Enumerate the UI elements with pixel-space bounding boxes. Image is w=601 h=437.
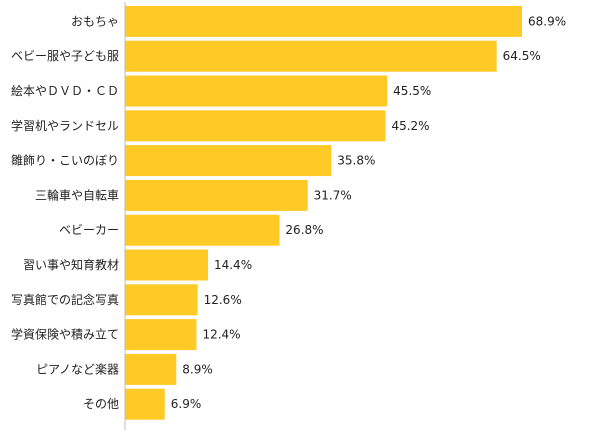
category-label: ピアノなど楽器 (36, 362, 119, 376)
category-label: 学資保険や積み立て (11, 327, 119, 342)
bar (125, 179, 308, 211)
bar (125, 388, 165, 420)
bar (125, 40, 497, 72)
value-label: 26.8% (285, 223, 323, 237)
bar (125, 284, 198, 316)
bar (125, 353, 177, 385)
category-label: 習い事や知育教材 (23, 257, 119, 272)
bar (125, 110, 386, 142)
value-label: 45.5% (393, 84, 431, 98)
category-label: ベビー服や子ども服 (11, 49, 119, 63)
bar (125, 319, 197, 351)
value-label: 12.4% (202, 328, 240, 342)
value-label: 6.9% (171, 397, 202, 411)
bars-layer (125, 5, 523, 420)
value-label: 14.4% (214, 258, 252, 272)
category-label: 絵本やＤＶＤ・ＣＤ (11, 83, 119, 98)
value-label: 45.2% (391, 119, 429, 133)
category-label: 学習机やランドセル (11, 118, 119, 133)
category-label: その他 (83, 397, 119, 411)
category-label: 雛飾り・こいのぼり (11, 153, 119, 168)
bar (125, 145, 332, 177)
category-label: ベビーカー (59, 223, 119, 237)
value-label: 12.6% (204, 293, 242, 307)
bar (125, 75, 388, 107)
bar (125, 249, 208, 281)
category-label: 三輪車や自転車 (35, 187, 119, 202)
labels-layer: おもちゃ 68.9% ベビー服や子ども服 64.5% 絵本やＤＶＤ・ＣＤ 45.5% 学習机… (11, 14, 566, 411)
value-label: 64.5% (503, 49, 541, 63)
category-label: 写真館での記念写真 (11, 292, 119, 307)
category-label: おもちゃ (71, 14, 119, 28)
value-label: 68.9% (528, 14, 566, 28)
bar (125, 214, 280, 246)
value-label: 35.8% (337, 154, 375, 168)
value-label: 8.9% (182, 362, 213, 376)
bar (125, 5, 523, 37)
value-label: 31.7% (314, 188, 352, 202)
